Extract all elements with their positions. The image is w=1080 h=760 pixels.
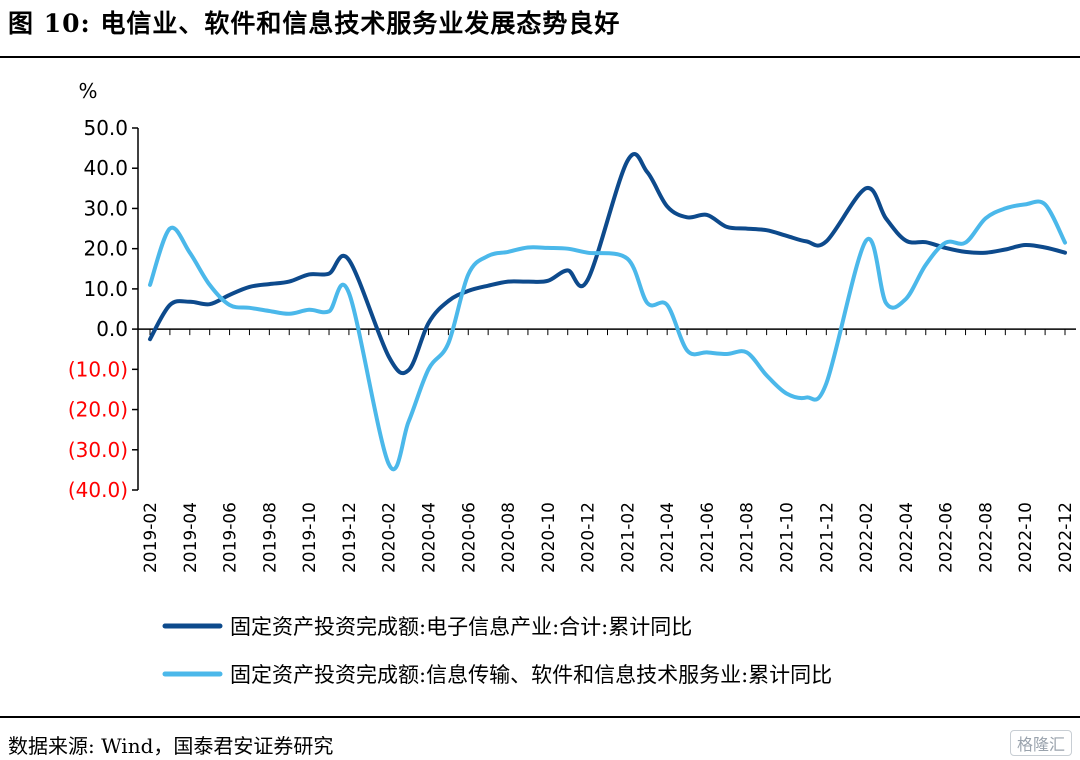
x-tick-label: 2019-02 [141,502,161,573]
x-tick-label: 2020-10 [539,502,559,573]
x-tick-label: 2019-12 [340,502,360,573]
chart-axes: % 50.0 40.0 30.0 20.0 10.0 0.0 (10.0) (20.0) (30.… [68,79,1076,573]
line-chart: % 50.0 40.0 30.0 20.0 10.0 0.0 (10.0) (20.0) (30.… [68,79,1076,687]
legend-label-2: 固定资产投资完成额:信息传输、软件和信息技术服务业:累计同比 [230,663,832,687]
chart-series [148,152,1067,472]
x-tick-label: 2020-02 [380,502,400,573]
y-tick-label: 10.0 [83,277,128,301]
x-tick-label: 2021-06 [698,502,718,573]
y-tick-label: (30.0) [68,438,128,462]
legend-label-1: 固定资产投资完成额:电子信息产业:合计:累计同比 [230,615,692,639]
x-tick-label: 2019-04 [181,502,201,573]
top-rule [0,56,1080,58]
x-tick-label: 2020-06 [459,502,479,573]
y-tick-label: 20.0 [83,237,128,261]
source-note: 数据来源: Wind，国泰君安证券研究 [8,734,334,758]
y-tick-label: (20.0) [68,398,128,422]
x-tick-label: 2019-06 [221,502,241,573]
x-tick-label: 2022-02 [857,502,877,573]
y-tick-label: 30.0 [83,196,128,220]
x-tick-label: 2021-02 [618,502,638,573]
y-tick-label: (40.0) [68,478,128,502]
x-tick-label: 2020-04 [419,502,439,573]
x-tick-label: 2020-08 [499,502,519,573]
y-axis-unit: % [78,79,97,103]
y-tick-label: 50.0 [83,116,128,140]
x-tick-label: 2022-04 [897,502,917,573]
x-tick-label: 2021-12 [817,502,837,573]
series-line-2 [148,199,1067,472]
chart-title: 图 10: 电信业、软件和信息技术服务业发展态势良好 [8,9,621,38]
x-tick-label: 2021-08 [738,502,758,573]
x-tick-label: 2019-10 [300,502,320,573]
x-tick-label: 2021-10 [778,502,798,573]
x-tick-label: 2022-10 [1016,502,1036,573]
chart-legend: 固定资产投资完成额:电子信息产业:合计:累计同比固定资产投资完成额:信息传输、软… [162,615,832,687]
y-tick-label: (10.0) [68,357,128,381]
x-tick-label: 2022-12 [1056,502,1076,573]
x-tick-label: 2019-08 [260,502,280,573]
x-tick-label: 2020-12 [579,502,599,573]
y-tick-label: 40.0 [83,156,128,180]
x-tick-label: 2021-04 [658,502,678,573]
series-line-1 [148,152,1067,376]
x-tick-label: 2022-08 [976,502,996,573]
bottom-rule [0,716,1080,718]
watermark-logo: 格隆汇 [1009,730,1072,756]
y-tick-label: 0.0 [96,317,128,341]
x-tick-label: 2022-06 [937,502,957,573]
